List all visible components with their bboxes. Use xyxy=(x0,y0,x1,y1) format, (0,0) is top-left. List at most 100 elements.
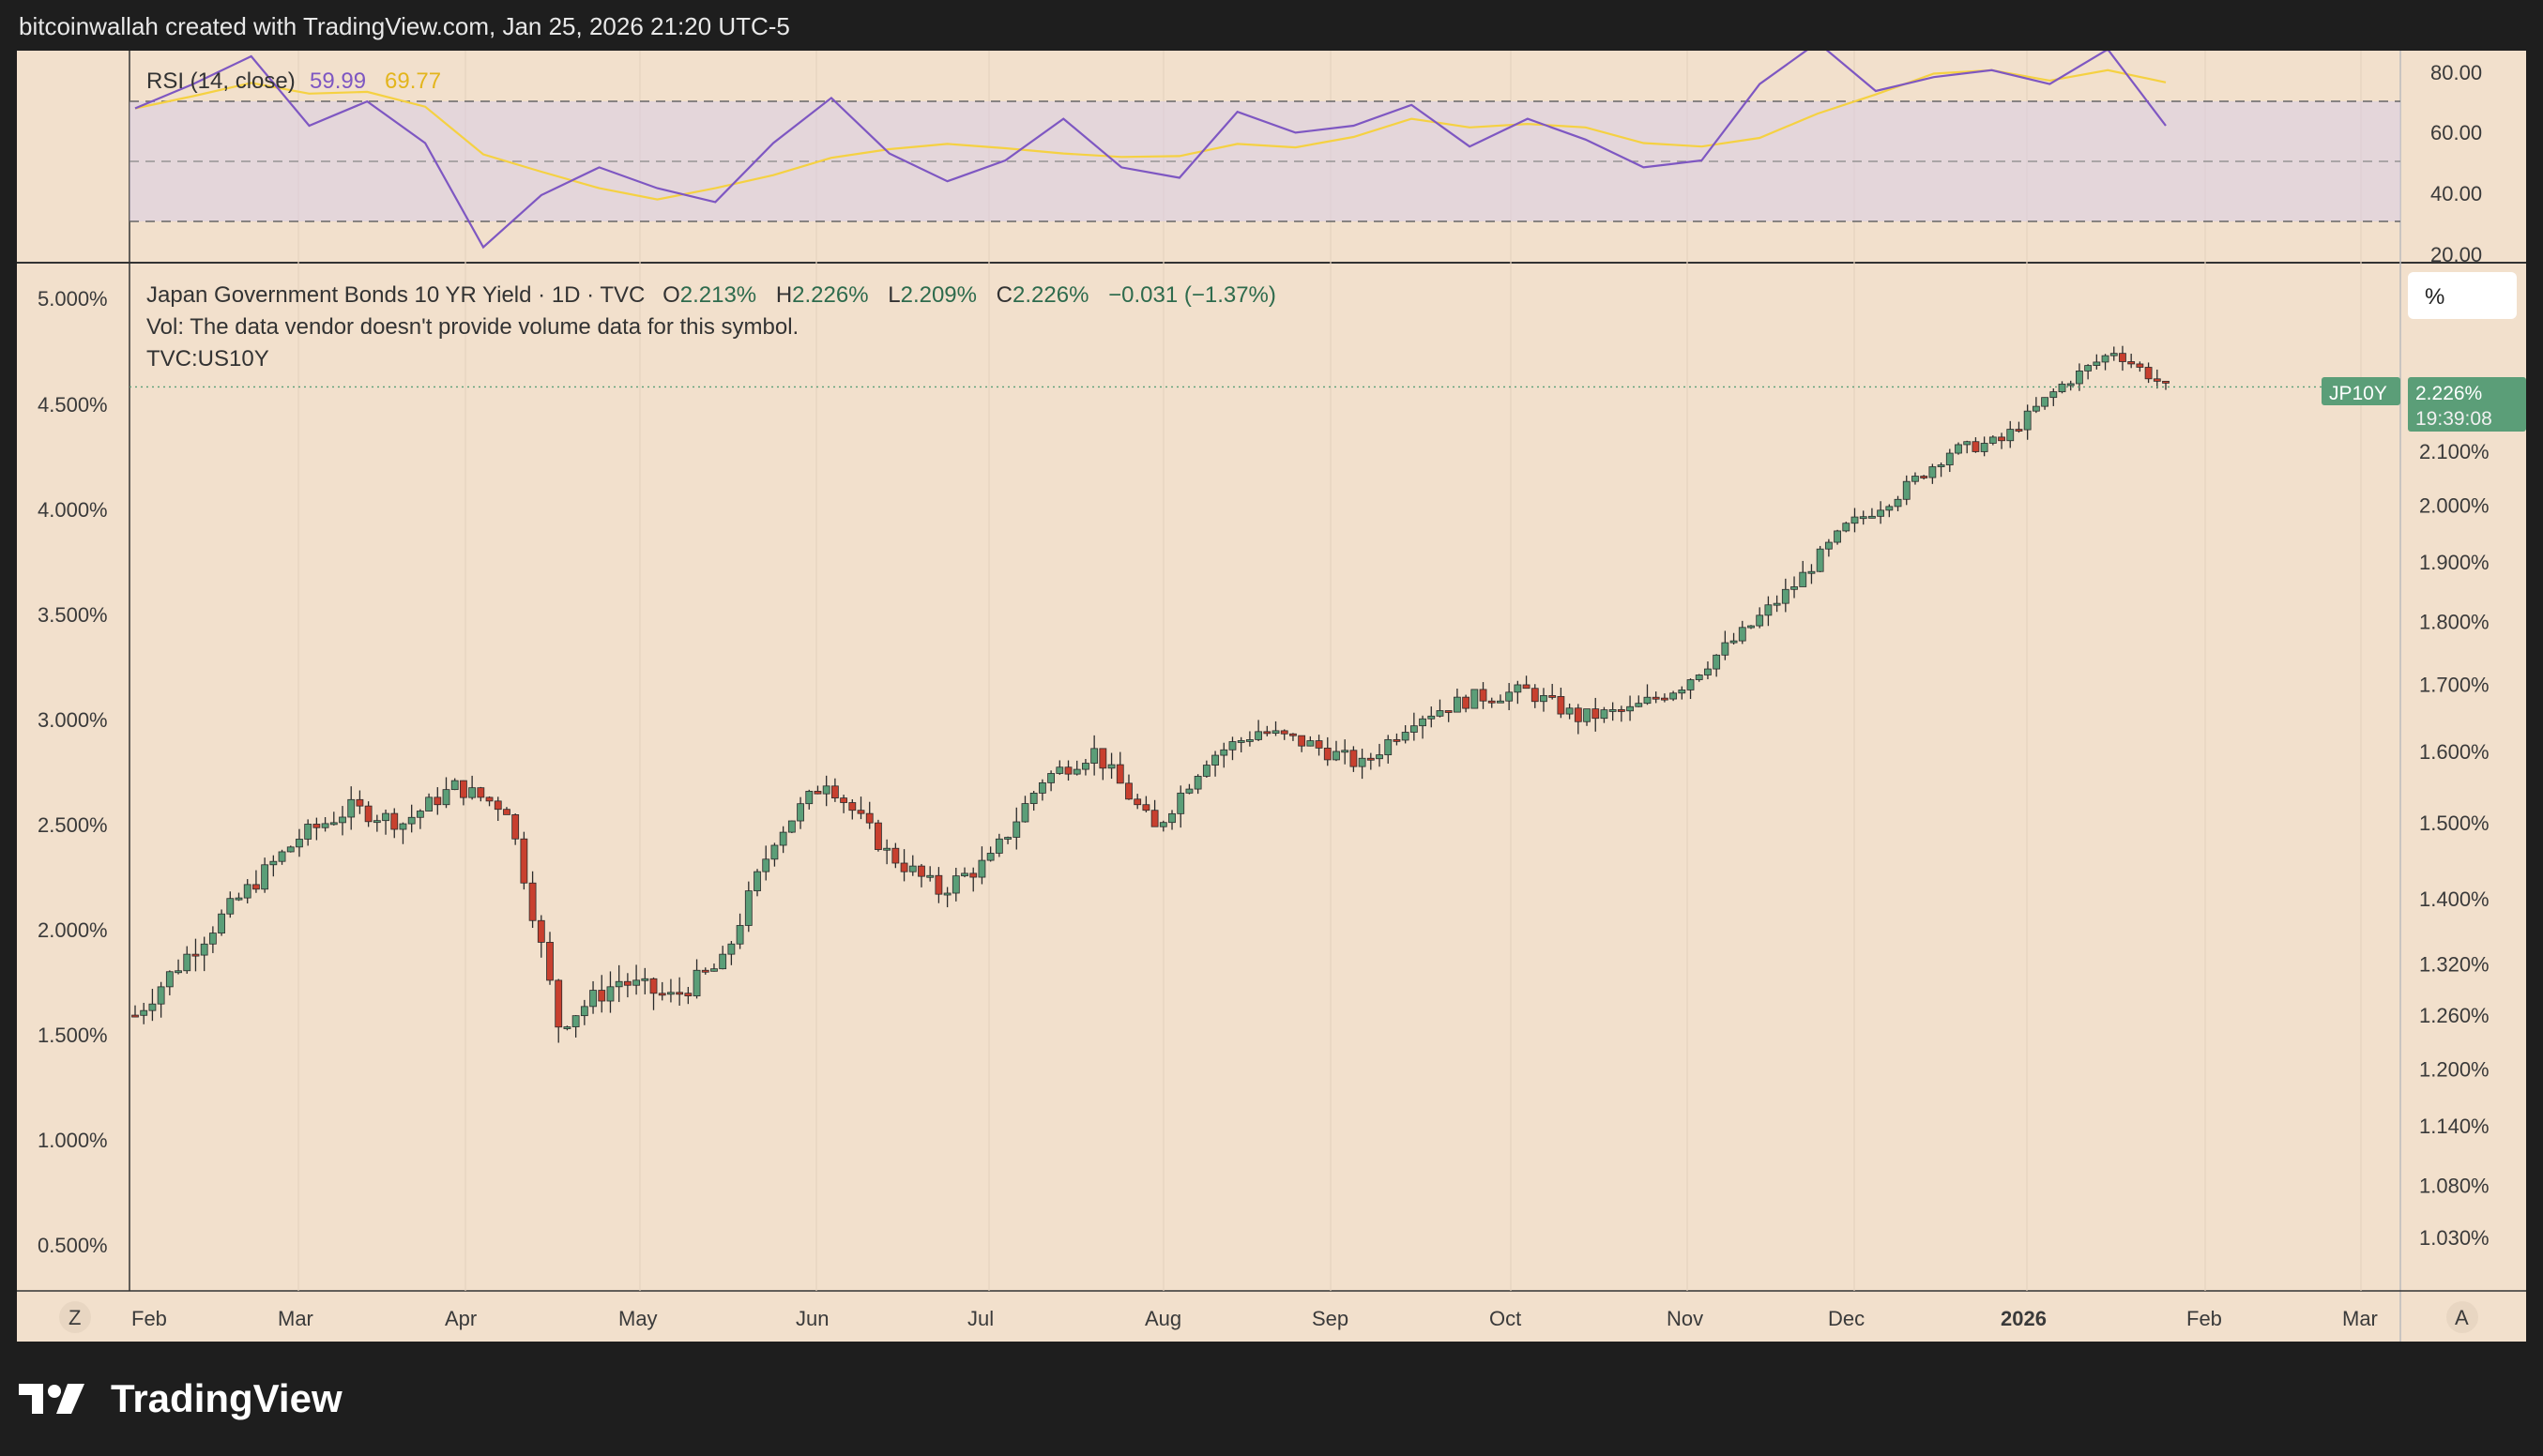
time-axis-label: Dec xyxy=(1828,1307,1865,1330)
candle-body xyxy=(2109,353,2118,356)
candle-body xyxy=(918,865,925,877)
candle-body xyxy=(2032,405,2040,412)
candle-body xyxy=(1988,436,1997,444)
candle-body xyxy=(935,874,943,895)
candle-body xyxy=(165,971,174,988)
zoom-reset-button[interactable]: Z xyxy=(59,1301,91,1333)
candle-body xyxy=(641,978,649,981)
candle-body xyxy=(1021,803,1029,823)
candle-body xyxy=(1877,509,1885,517)
candle-body xyxy=(269,860,278,866)
candle-body xyxy=(1721,642,1729,656)
candle-body xyxy=(1419,718,1426,727)
right-axis-tick: 2.000% xyxy=(2419,493,2490,517)
time-axis-label: Mar xyxy=(278,1307,313,1330)
candle-body xyxy=(1756,614,1764,627)
left-axis-tick: 3.000% xyxy=(38,708,108,732)
candle-body xyxy=(1859,516,1867,520)
right-axis-tick: 1.500% xyxy=(2419,811,2490,835)
candle-body xyxy=(2153,378,2161,382)
candle-body xyxy=(1099,748,1107,769)
candle-body xyxy=(615,980,623,988)
candle-body xyxy=(304,824,312,840)
candle-body xyxy=(762,858,770,872)
candle-body xyxy=(1920,476,1928,478)
time-axis[interactable]: Feb Mar Apr May Jun Jul Aug Sep Oct Nov … xyxy=(131,1307,2378,1330)
footer-brand[interactable]: TradingView xyxy=(19,1375,343,1422)
candle-body xyxy=(252,884,260,890)
candle-body xyxy=(407,816,416,825)
candle-body xyxy=(1056,766,1064,774)
price-badge-value: 2.226% xyxy=(2415,383,2482,404)
candle-body xyxy=(1738,627,1746,642)
candle-body xyxy=(580,1006,588,1017)
candle-body xyxy=(1799,571,1807,587)
candle-body xyxy=(140,1009,148,1016)
candle-body xyxy=(727,943,736,955)
candle-body xyxy=(148,1003,157,1011)
left-axis-tick: 5.000% xyxy=(38,287,108,311)
candle-body xyxy=(1228,741,1237,751)
candle-body xyxy=(770,844,779,860)
chart-frame[interactable]: RSI (14, close) 59.99 69.77 80.00 60.00 … xyxy=(17,51,2526,1342)
candle-body xyxy=(226,898,235,915)
candle-body xyxy=(416,811,424,818)
candle-body xyxy=(1409,725,1418,733)
candle-body xyxy=(2049,391,2058,399)
candle-body xyxy=(822,785,830,795)
candle-body xyxy=(969,872,978,878)
candle-body xyxy=(1937,464,1945,467)
time-axis-label: Mar xyxy=(2342,1307,2378,1330)
candle-body xyxy=(1686,679,1695,690)
right-axis-tick: 1.140% xyxy=(2419,1115,2490,1138)
right-axis[interactable]: 2.100% 2.000% 1.900% 1.800% 1.700% 1.600% 1.50… xyxy=(2419,440,2490,1250)
chart-svg[interactable]: RSI (14, close) 59.99 69.77 80.00 60.00 … xyxy=(17,51,2526,1342)
candle-body xyxy=(1824,541,1833,550)
time-axis-label: Nov xyxy=(1667,1307,1703,1330)
candle-body xyxy=(978,859,986,878)
candle-body xyxy=(339,816,346,824)
candle-body xyxy=(1332,751,1340,761)
rsi-line xyxy=(134,51,2167,250)
percent-button[interactable]: % xyxy=(2408,272,2517,319)
candle-body xyxy=(1850,516,1859,524)
candle-body xyxy=(667,992,675,995)
candle-body xyxy=(1972,441,1980,452)
candle-body xyxy=(218,913,225,934)
candle-body xyxy=(1436,710,1444,717)
auto-scale-button[interactable]: A xyxy=(2446,1301,2478,1333)
candle-body xyxy=(1159,822,1167,827)
candle-body xyxy=(555,979,563,1028)
candle-body xyxy=(1255,731,1263,740)
candle-body xyxy=(296,839,303,848)
candle-body xyxy=(175,970,182,974)
time-axis-label: Sep xyxy=(1312,1307,1348,1330)
candle-body xyxy=(1540,694,1547,703)
time-axis-label: Oct xyxy=(1489,1307,1521,1330)
candle-body xyxy=(2023,410,2032,431)
left-axis-tick: 2.500% xyxy=(38,813,108,837)
candle-body xyxy=(468,787,477,798)
candle-body xyxy=(830,785,839,799)
candle-body xyxy=(364,805,373,823)
rsi-ma-line xyxy=(134,68,2167,201)
candle-body xyxy=(865,812,874,824)
time-axis-label: Aug xyxy=(1145,1307,1181,1330)
candle-body xyxy=(693,969,701,996)
candle-body xyxy=(537,919,545,943)
candle-body xyxy=(1574,707,1582,722)
candle-body xyxy=(1764,604,1773,616)
left-axis[interactable]: 5.000% 4.500% 4.000% 3.500% 3.000% 2.500… xyxy=(38,287,108,1257)
time-axis-label: 2026 xyxy=(2001,1307,2047,1330)
candle-body xyxy=(883,847,891,851)
candle-body xyxy=(1202,765,1211,777)
candle-body xyxy=(321,823,329,828)
candle-body xyxy=(1583,708,1591,722)
left-axis-tick: 1.000% xyxy=(38,1129,108,1152)
candle-body xyxy=(1747,625,1755,629)
candle-body xyxy=(1807,570,1816,574)
candle-body xyxy=(891,847,900,864)
candle-body xyxy=(1608,709,1617,712)
candle-body xyxy=(442,789,450,806)
candle-body xyxy=(1661,697,1668,701)
